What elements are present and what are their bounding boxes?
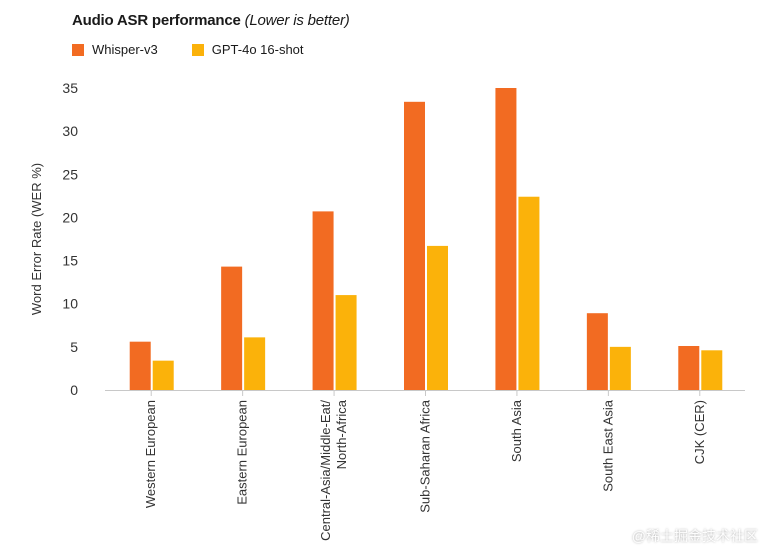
legend-swatch-whisper xyxy=(72,43,84,56)
chart-subtitle: (Lower is better) xyxy=(244,12,350,29)
legend-label-whisper: Whisper-v3 xyxy=(92,42,158,57)
bar-gpt4o-0 xyxy=(152,360,174,390)
chart-title: Audio ASR performance (Lower is better) xyxy=(72,12,350,29)
bar-gpt4o-4 xyxy=(518,196,540,390)
x-tick-label: Eastern European xyxy=(235,400,250,505)
bar-whisper-1 xyxy=(221,266,243,390)
legend-swatch-gpt4o xyxy=(191,43,204,56)
bar-whisper-3 xyxy=(404,101,425,390)
bar-whisper-2 xyxy=(312,211,334,390)
watermark: @稀土掘金技术社区 xyxy=(631,528,758,544)
bar-gpt4o-5 xyxy=(609,346,631,390)
bar-whisper-4 xyxy=(495,88,517,390)
y-tick-label: 5 xyxy=(70,339,78,355)
bar-gpt4o-1 xyxy=(244,337,266,390)
bar-gpt4o-2 xyxy=(335,295,357,390)
bar-whisper-5 xyxy=(586,313,608,390)
legend-item-whisper: Whisper-v3 xyxy=(72,42,158,57)
y-tick-label: 25 xyxy=(62,166,78,182)
x-tick-label: South East Asia xyxy=(600,399,615,492)
x-tick-label: Sub-Saharan Africa xyxy=(418,399,433,513)
y-axis-label: Word Error Rate (WER %) xyxy=(29,163,44,315)
chart-title-main: Audio ASR performance xyxy=(72,12,241,29)
x-tick-label: Western European xyxy=(143,400,158,508)
y-tick-label: 30 xyxy=(62,123,78,139)
x-tick-label: Central-Asia/Middle-Eat/North-Africa xyxy=(318,399,349,541)
y-tick-label: 35 xyxy=(62,80,78,96)
y-tick-label: 15 xyxy=(62,253,78,269)
bar-gpt4o-6 xyxy=(701,350,723,390)
x-tick-label: South Asia xyxy=(509,399,524,462)
bar-whisper-0 xyxy=(129,341,151,390)
y-tick-label: 10 xyxy=(62,296,78,312)
y-tick-label: 20 xyxy=(62,209,78,225)
y-tick-label: 0 xyxy=(70,382,78,398)
bar-gpt4o-3 xyxy=(427,245,448,390)
legend-item-gpt4o: GPT-4o 16-shot xyxy=(191,42,304,57)
x-tick-label: CJK (CER) xyxy=(692,400,707,464)
legend: Whisper-v3 GPT-4o 16-shot xyxy=(72,42,338,57)
legend-label-gpt4o: GPT-4o 16-shot xyxy=(211,42,304,57)
bar-whisper-6 xyxy=(678,345,700,390)
